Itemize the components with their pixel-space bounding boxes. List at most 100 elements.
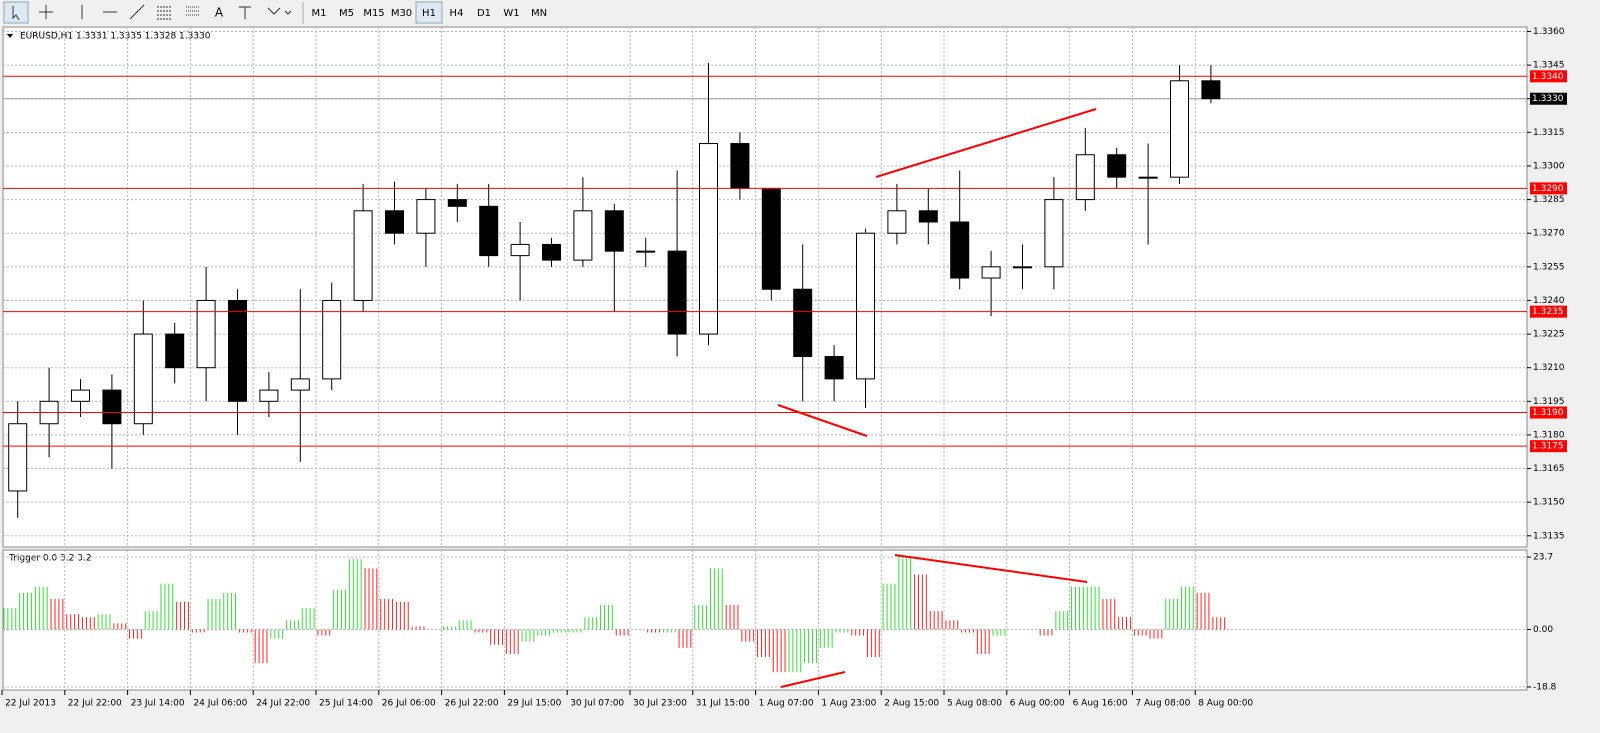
timeframe-button[interactable]: H1 [422, 8, 436, 19]
level-label: 1.3235 [1532, 307, 1564, 317]
x-tick-label: 22 Jul 2013 [5, 699, 56, 709]
histogram-bar [835, 629, 849, 633]
candle-body [322, 299, 342, 380]
level-label: 1.3190 [1532, 408, 1564, 418]
histogram-bar [160, 583, 174, 630]
histogram-bar [490, 629, 503, 645]
trendline-icon[interactable] [129, 4, 145, 20]
candle-body [1107, 154, 1127, 178]
fibo-icon[interactable] [186, 6, 200, 16]
histogram-bar [270, 629, 284, 639]
x-tick-label: 26 Jul 22:00 [445, 699, 499, 709]
timeframe-button[interactable]: D1 [477, 8, 491, 19]
histogram-bar [223, 592, 237, 630]
histogram-bar [348, 559, 362, 630]
candle-body [730, 143, 750, 189]
y-tick-label: 0.00 [1533, 625, 1553, 635]
histogram-bar [1086, 586, 1100, 630]
histogram-bar [238, 629, 252, 633]
candle-body [573, 210, 593, 261]
candle-body [887, 210, 907, 234]
histogram-bar [380, 598, 394, 630]
timeframe-button[interactable]: M30 [391, 8, 412, 19]
text-tool[interactable]: A [215, 6, 224, 20]
candle-body [8, 423, 28, 492]
y-tick-label: 1.3255 [1533, 262, 1565, 272]
timeframe-button[interactable]: M5 [339, 8, 354, 19]
trendline [777, 404, 868, 437]
level-box [1530, 440, 1567, 453]
timeframe-button[interactable]: MN [531, 8, 547, 19]
drawing-tools [3, 1, 304, 24]
x-tick-label: 1 Aug 07:00 [759, 699, 814, 709]
histogram-bar [19, 592, 32, 630]
candle-body [290, 378, 310, 391]
y-tick-label: 1.3165 [1533, 464, 1565, 474]
histogram-bar [129, 629, 142, 639]
level-box [1530, 406, 1567, 419]
x-tick-label: 26 Jul 06:00 [382, 699, 436, 709]
candle-body [1044, 199, 1064, 268]
candle-body [353, 210, 373, 301]
histogram-bar [851, 629, 865, 636]
y-tick-label: 1.3300 [1533, 161, 1565, 171]
candle-body [71, 389, 90, 402]
y-tick-label: 1.3270 [1533, 229, 1565, 239]
histogram-bar [286, 620, 299, 630]
histogram-bar [113, 623, 127, 630]
x-tick-label: 25 Jul 14:00 [319, 699, 373, 709]
histogram-bar [1165, 598, 1179, 630]
trendline [894, 554, 1088, 583]
timeframe-button[interactable]: H4 [450, 8, 464, 19]
histogram-bar [757, 629, 770, 657]
histogram-bar [929, 611, 943, 630]
label-icon[interactable] [239, 6, 251, 19]
histogram-bar [725, 605, 739, 630]
histogram-bar [1055, 611, 1069, 630]
histogram-bar [176, 601, 189, 630]
y-tick-label: 1.3210 [1533, 363, 1565, 373]
histogram-bar [144, 611, 158, 630]
histogram-bar [81, 617, 95, 630]
y-tick-label: 1.3180 [1533, 430, 1565, 440]
candle-body [699, 143, 718, 335]
histogram-bar [898, 556, 912, 630]
timeframe-button[interactable]: M15 [363, 8, 384, 19]
timeframe-button[interactable]: M1 [312, 8, 327, 19]
x-tick-label: 5 Aug 08:00 [947, 699, 1002, 709]
histogram-bar [976, 629, 990, 654]
histogram-bar [1212, 617, 1226, 630]
y-tick-label: 1.3150 [1533, 498, 1565, 508]
level-box [1530, 182, 1567, 195]
title-arrow [7, 34, 13, 38]
histogram-bar [1118, 617, 1131, 630]
cursor-button[interactable] [3, 1, 29, 24]
x-tick-label: 23 Jul 14:00 [131, 699, 185, 709]
crosshair-icon[interactable] [39, 5, 53, 19]
x-tick-label: 1 Aug 23:00 [821, 699, 876, 709]
candle-body [1013, 266, 1032, 269]
histogram-bar [992, 629, 1006, 636]
candle-body [102, 389, 122, 425]
histogram-bar [568, 629, 582, 633]
candle-body [950, 221, 970, 279]
histogram-bar [694, 605, 708, 630]
timeframe-button[interactable]: W1 [503, 8, 519, 19]
y-tick-label: 1.3345 [1533, 61, 1565, 71]
histogram-bar [191, 629, 205, 633]
histogram-bar [3, 608, 17, 630]
candle-body [604, 210, 624, 252]
histogram-bar [443, 626, 456, 630]
arrows-icon[interactable] [267, 7, 292, 15]
candle-body [542, 243, 561, 261]
histogram-bar [552, 629, 566, 633]
channel-icon[interactable] [157, 6, 171, 20]
candle-body [636, 250, 656, 253]
x-tick-label: 24 Jul 22:00 [256, 699, 310, 709]
candle-body [918, 210, 938, 223]
timeframe-bar: M1 M5 M15 M30 H1 H4 D1 W1 MN [312, 1, 547, 24]
histogram-bar [1133, 629, 1147, 636]
current-price-label: 1.3330 [1532, 94, 1564, 104]
trendline [780, 671, 846, 688]
histogram-bar [772, 629, 786, 673]
